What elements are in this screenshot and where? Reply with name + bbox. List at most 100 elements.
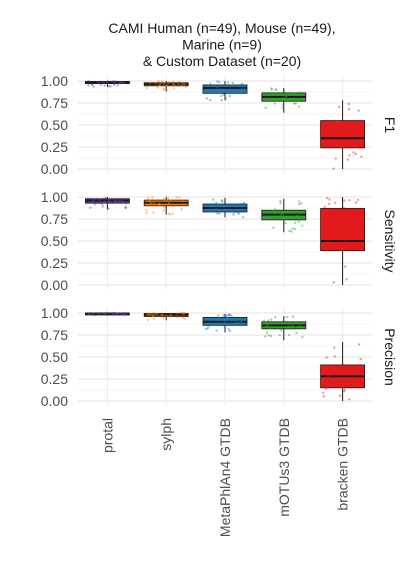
data-point [218,322,222,325]
data-point [121,199,124,202]
data-point [224,314,227,317]
data-point [171,80,175,83]
data-point [298,325,301,328]
data-point [223,208,227,211]
data-point [167,212,171,215]
data-point [178,196,181,199]
data-point [207,324,211,327]
data-point [284,95,288,98]
data-point [107,84,111,88]
data-point [183,311,186,315]
data-point [218,203,221,207]
chart-title: CAMI Human (n=49), Mouse (n=49),Marine (… [108,20,335,69]
data-point [275,99,279,102]
data-point [180,208,183,211]
data-point [233,319,237,322]
data-point [112,311,116,315]
data-point [325,141,329,145]
data-point [224,97,228,100]
data-point [355,145,358,149]
data-point [87,79,90,83]
data-point [345,238,348,242]
data-point [158,202,161,205]
data-point [232,203,236,206]
data-point [162,209,166,212]
data-point [322,227,326,230]
data-point [114,80,117,83]
data-point [100,202,104,206]
data-point [359,377,362,380]
panel-precision: 0.00 0.25 0.50 0.75 1.00 Precision [41,305,398,409]
data-point [354,152,357,155]
data-point [205,327,208,331]
data-point [242,87,245,90]
data-point [298,212,302,215]
y-tick-label: 0.00 [41,393,68,409]
data-point [327,376,331,379]
data-point [157,202,160,206]
data-point [269,334,273,338]
data-point [181,312,185,315]
data-point [296,214,299,217]
data-point [274,88,277,91]
y-tick-label: 1.00 [41,305,68,321]
data-point [166,83,169,87]
data-point [226,81,230,84]
data-point [283,315,286,319]
data-point [156,313,159,316]
data-point [169,313,173,316]
data-point [338,394,342,397]
data-point [237,212,241,215]
data-point [266,322,269,326]
data-point [152,201,155,204]
data-point [167,197,170,200]
data-point [230,314,233,318]
data-point [151,314,155,317]
data-point [148,199,151,202]
data-point [347,102,350,106]
data-point [103,84,106,87]
data-point [321,391,325,394]
data-point [119,81,123,84]
box-protal [85,79,130,88]
data-point [297,105,301,108]
data-point [154,81,157,85]
data-point [152,314,155,318]
data-point [124,202,127,205]
data-point [295,331,298,335]
data-point [148,313,151,316]
data-point [241,215,245,219]
data-point [154,312,157,316]
data-point [323,121,327,125]
data-point [114,200,118,203]
data-point [330,133,334,136]
data-point [274,316,277,319]
data-point [115,312,118,315]
data-point [118,312,121,315]
data-point [350,140,353,144]
data-point [339,372,343,376]
data-point [120,81,124,84]
data-point [124,313,127,317]
data-point [287,325,290,328]
data-point [215,329,218,332]
data-point [212,323,215,327]
data-point [113,83,116,86]
data-point [356,370,359,373]
x-tick-label: mOTUs3 GTDB [276,418,292,517]
y-tick-label: 0.75 [41,211,68,227]
data-point [346,158,349,161]
data-point [242,201,246,205]
data-point [347,107,351,111]
data-point [240,88,244,91]
data-point [272,326,275,329]
data-point [359,377,363,380]
data-point [90,83,94,86]
data-point [183,82,186,86]
data-point [176,312,179,315]
data-point [279,328,283,332]
data-point [263,335,267,338]
box-sylph [143,196,189,216]
data-point [360,142,364,145]
data-point [332,281,335,284]
